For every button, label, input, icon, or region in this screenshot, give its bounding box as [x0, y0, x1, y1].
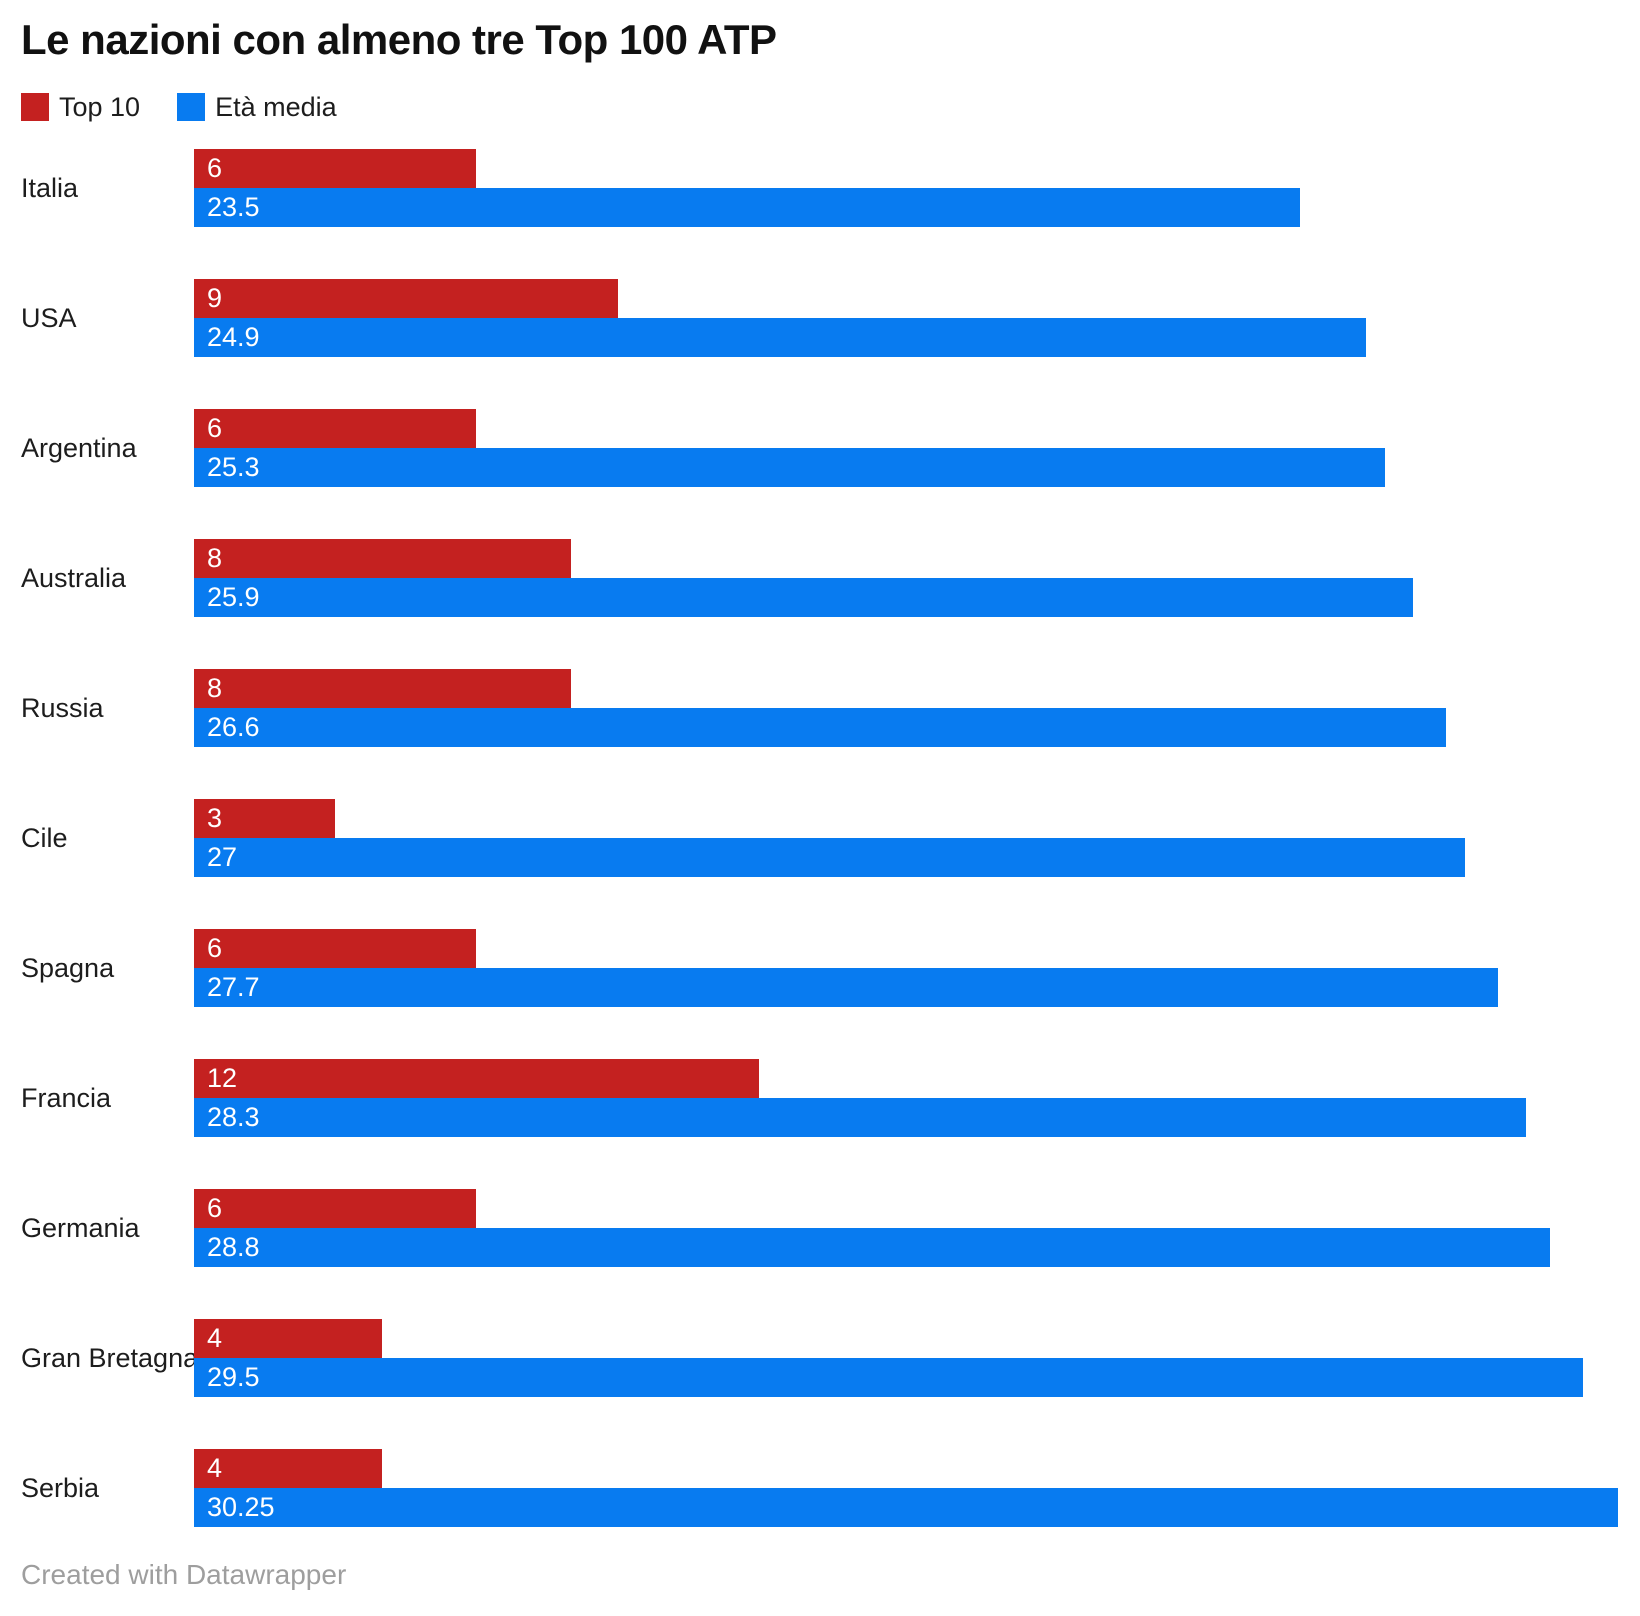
bar-value-label: 6 — [207, 933, 223, 963]
bar-value-label: 6 — [207, 413, 223, 443]
bar-top10: 6 — [194, 149, 477, 188]
legend-swatch — [21, 93, 49, 121]
chart-title: Le nazioni con almeno tre Top 100 ATP — [21, 16, 777, 63]
bar-value-label: 12 — [207, 1063, 238, 1093]
category-label: Germania — [21, 1212, 140, 1243]
bar-eta-media: 27.7 — [194, 968, 1498, 1007]
bar-eta-media: 28.3 — [194, 1098, 1527, 1137]
bar-eta-media: 26.6 — [194, 708, 1447, 747]
bar-top10: 4 — [194, 1449, 383, 1488]
bar-value-label: 9 — [207, 283, 223, 313]
legend-item-top10: Top 10 — [21, 93, 140, 121]
chart-rows: Italia 6 23.5 USA 9 24.9 Argentina 6 25.3 Austral… — [0, 149, 1640, 1579]
bar-group: 8 25.9 — [194, 539, 1414, 617]
category-label: USA — [21, 302, 77, 333]
bar-value-label: 24.9 — [207, 322, 260, 352]
category-label: Francia — [21, 1082, 112, 1113]
bar-eta-media: 23.5 — [194, 188, 1301, 227]
category-label: Serbia — [21, 1472, 100, 1503]
chart-row: Spagna 6 27.7 — [0, 929, 1640, 1059]
bar-value-label: 28.3 — [207, 1102, 260, 1132]
bar-eta-media: 29.5 — [194, 1358, 1583, 1397]
legend-item-eta-media: Età media — [177, 93, 337, 121]
legend-swatch — [177, 93, 206, 121]
bar-value-label: 27.7 — [207, 972, 260, 1002]
bar-eta-media: 30.25 — [194, 1488, 1618, 1527]
bar-top10: 3 — [194, 799, 336, 838]
bar-group: 6 23.5 — [194, 149, 1301, 227]
bar-eta-media: 28.8 — [194, 1228, 1550, 1267]
bar-top10: 12 — [194, 1059, 759, 1098]
bar-eta-media: 27 — [194, 838, 1465, 877]
bar-value-label: 28.8 — [207, 1232, 260, 1262]
bar-value-label: 8 — [207, 673, 223, 703]
bar-eta-media: 25.9 — [194, 578, 1414, 617]
bar-value-label: 6 — [207, 1193, 223, 1223]
bar-value-label: 4 — [207, 1323, 223, 1353]
category-label: Italia — [21, 172, 79, 203]
bar-group: 4 29.5 — [194, 1319, 1583, 1397]
bar-value-label: 23.5 — [207, 192, 260, 222]
legend-label: Top 10 — [59, 92, 141, 122]
chart-row: Germania 6 28.8 — [0, 1189, 1640, 1319]
bar-top10: 6 — [194, 409, 477, 448]
bar-group: 3 27 — [194, 799, 1465, 877]
chart-row: USA 9 24.9 — [0, 279, 1640, 409]
chart-row: Australia 8 25.9 — [0, 539, 1640, 669]
bar-value-label: 30.25 — [207, 1492, 275, 1522]
bar-top10: 8 — [194, 669, 571, 708]
bar-group: 4 30.25 — [194, 1449, 1618, 1527]
bar-value-label: 25.3 — [207, 452, 260, 482]
bar-eta-media: 24.9 — [194, 318, 1367, 357]
category-label: Russia — [21, 692, 104, 723]
bar-group: 6 25.3 — [194, 409, 1385, 487]
bar-top10: 4 — [194, 1319, 383, 1358]
bar-top10: 6 — [194, 929, 477, 968]
chart-row: Gran Bretagna 4 29.5 — [0, 1319, 1640, 1449]
bar-value-label: 27 — [207, 842, 238, 872]
chart-row: Cile 3 27 — [0, 799, 1640, 929]
bar-group: 8 26.6 — [194, 669, 1447, 747]
footer-credit[interactable]: Created with Datawrapper — [21, 1559, 347, 1590]
bar-value-label: 25.9 — [207, 582, 260, 612]
category-label: Argentina — [21, 432, 137, 463]
chart-row: Russia 8 26.6 — [0, 669, 1640, 799]
bar-value-label: 4 — [207, 1453, 223, 1483]
legend: Top 10 Età media — [21, 93, 337, 121]
bar-group: 12 28.3 — [194, 1059, 1527, 1137]
legend-label: Età media — [215, 92, 337, 122]
category-label: Gran Bretagna — [21, 1342, 199, 1373]
bar-group: 6 28.8 — [194, 1189, 1550, 1267]
bar-group: 9 24.9 — [194, 279, 1367, 357]
bar-group: 6 27.7 — [194, 929, 1498, 1007]
chart-row: Serbia 4 30.25 — [0, 1449, 1640, 1579]
bar-top10: 6 — [194, 1189, 477, 1228]
category-label: Spagna — [21, 952, 115, 983]
bar-value-label: 3 — [207, 803, 223, 833]
bar-value-label: 6 — [207, 153, 223, 183]
category-label: Australia — [21, 562, 127, 593]
category-label: Cile — [21, 822, 68, 853]
bar-value-label: 29.5 — [207, 1362, 260, 1392]
bar-eta-media: 25.3 — [194, 448, 1385, 487]
chart-row: Argentina 6 25.3 — [0, 409, 1640, 539]
bar-top10: 8 — [194, 539, 571, 578]
bar-value-label: 8 — [207, 543, 223, 573]
bar-value-label: 26.6 — [207, 712, 260, 742]
chart-row: Italia 6 23.5 — [0, 149, 1640, 279]
chart-row: Francia 12 28.3 — [0, 1059, 1640, 1189]
bar-top10: 9 — [194, 279, 618, 318]
